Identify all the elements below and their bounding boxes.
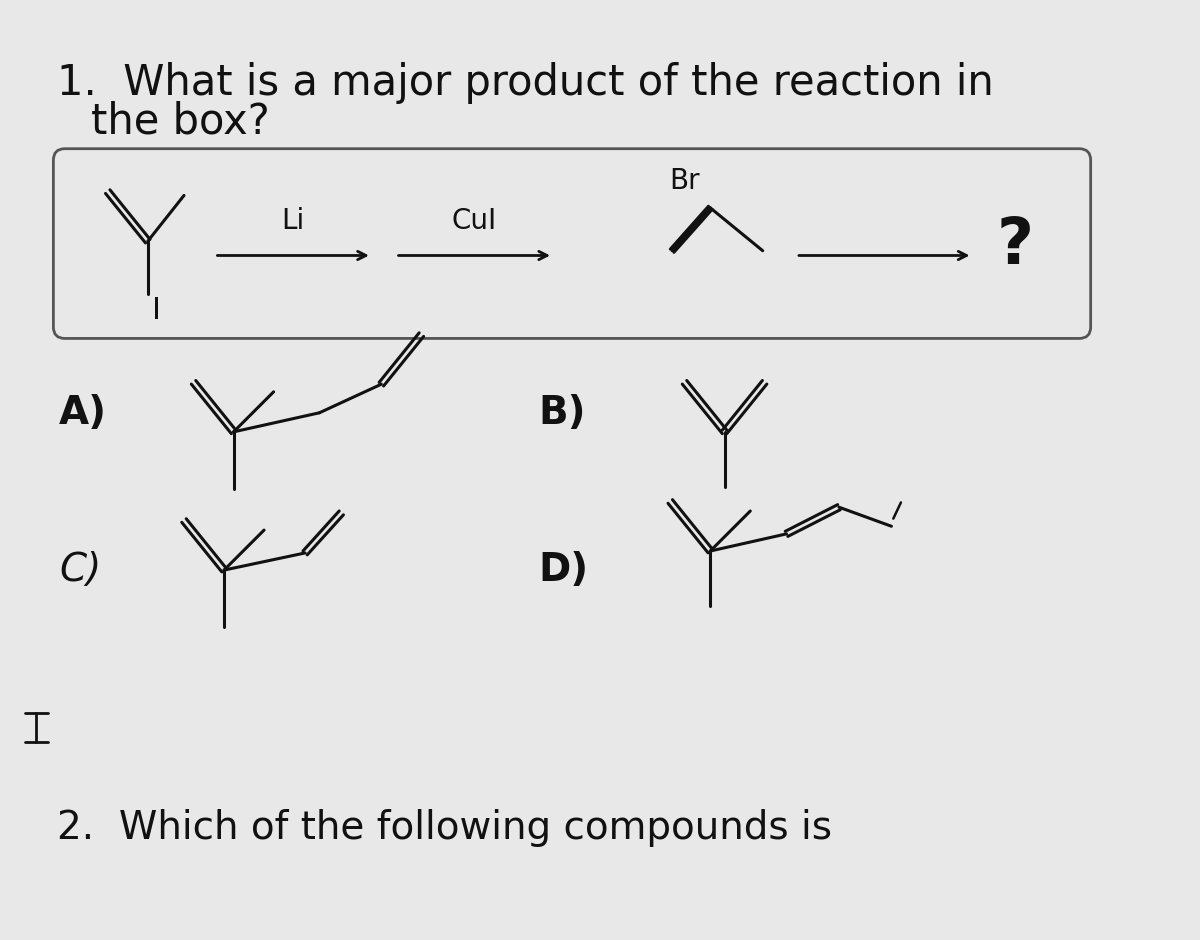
- Text: B): B): [539, 394, 586, 431]
- Text: the box?: the box?: [90, 100, 269, 142]
- Text: 1.  What is a major product of the reaction in: 1. What is a major product of the reacti…: [58, 62, 994, 104]
- Text: 2.  Which of the following compounds is: 2. Which of the following compounds is: [58, 808, 833, 847]
- Text: ?: ?: [996, 215, 1033, 277]
- Text: A): A): [59, 394, 107, 431]
- Text: Br: Br: [670, 167, 700, 196]
- FancyBboxPatch shape: [53, 149, 1091, 338]
- Text: I: I: [151, 296, 161, 325]
- Text: CuI: CuI: [451, 207, 497, 234]
- Text: C): C): [59, 551, 101, 589]
- Text: Li: Li: [282, 207, 305, 234]
- Text: D): D): [539, 551, 589, 589]
